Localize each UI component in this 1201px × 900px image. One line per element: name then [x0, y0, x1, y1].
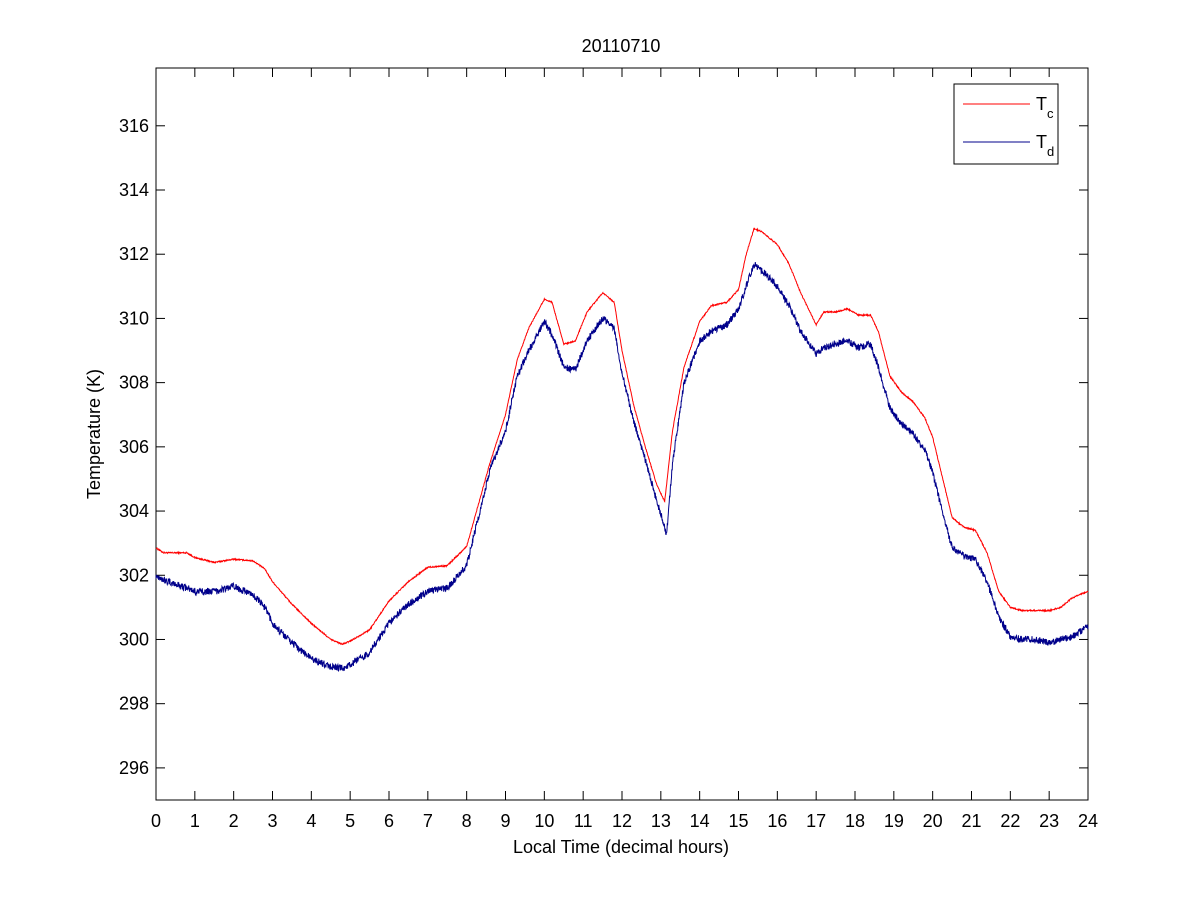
x-tick-label: 22 — [1000, 811, 1020, 831]
y-tick-label: 300 — [119, 629, 149, 649]
x-tick-label: 9 — [500, 811, 510, 831]
x-tick-label: 12 — [612, 811, 632, 831]
series-line-tc — [155, 227, 1089, 646]
x-tick-label: 5 — [345, 811, 355, 831]
y-tick-label: 310 — [119, 308, 149, 328]
x-tick-label: 8 — [462, 811, 472, 831]
legend-label-td: Td — [1036, 132, 1054, 159]
y-tick-label: 308 — [119, 373, 149, 393]
x-tick-label: 4 — [306, 811, 316, 831]
legend-label-tc: Tc — [1036, 94, 1054, 121]
x-tick-label: 10 — [534, 811, 554, 831]
x-tick-label: 16 — [767, 811, 787, 831]
plot-frame — [155, 67, 1089, 801]
x-tick-label: 14 — [690, 811, 710, 831]
x-tick-label: 0 — [151, 811, 161, 831]
y-tick-label: 296 — [119, 758, 149, 778]
x-axis-ticks: 0 1 2 3 4 5 6 7 8 9 10 11 12 13 14 15 16 17 18 19 20 21 22 23 24 — [151, 68, 1098, 831]
chart-title: 20110710 — [582, 36, 661, 56]
x-tick-label: 23 — [1039, 811, 1059, 831]
x-tick-label: 2 — [229, 811, 239, 831]
x-tick-label: 20 — [923, 811, 943, 831]
y-tick-label: 314 — [119, 180, 149, 200]
x-tick-label: 7 — [423, 811, 433, 831]
series-line-td — [155, 262, 1089, 673]
y-axis-ticks: 296 298 300 302 304 306 308 310 312 314 316 — [119, 116, 1088, 778]
y-tick-label: 306 — [119, 437, 149, 457]
x-tick-label: 18 — [845, 811, 865, 831]
x-tick-label: 21 — [961, 811, 981, 831]
x-tick-label: 3 — [267, 811, 277, 831]
series-group — [155, 227, 1089, 673]
y-tick-label: 312 — [119, 244, 149, 264]
y-tick-label: 304 — [119, 501, 149, 521]
x-tick-label: 15 — [728, 811, 748, 831]
plot-area: 0 1 2 3 4 5 6 7 8 9 10 11 12 13 14 15 16 17 18 19 20 21 22 23 24… — [119, 67, 1098, 831]
legend-box — [953, 83, 1059, 165]
legend: Tc Td — [953, 83, 1059, 165]
x-tick-label: 17 — [806, 811, 826, 831]
x-tick-label: 6 — [384, 811, 394, 831]
x-axis-label: Local Time (decimal hours) — [513, 837, 729, 857]
y-tick-label: 298 — [119, 694, 149, 714]
x-tick-label: 1 — [190, 811, 200, 831]
x-tick-label: 11 — [574, 811, 593, 831]
x-tick-label: 24 — [1078, 811, 1098, 831]
y-tick-label: 302 — [119, 565, 149, 585]
x-tick-label: 19 — [884, 811, 904, 831]
y-tick-label: 316 — [119, 116, 149, 136]
y-axis-label: Temperature (K) — [84, 369, 104, 499]
x-tick-label: 13 — [651, 811, 671, 831]
